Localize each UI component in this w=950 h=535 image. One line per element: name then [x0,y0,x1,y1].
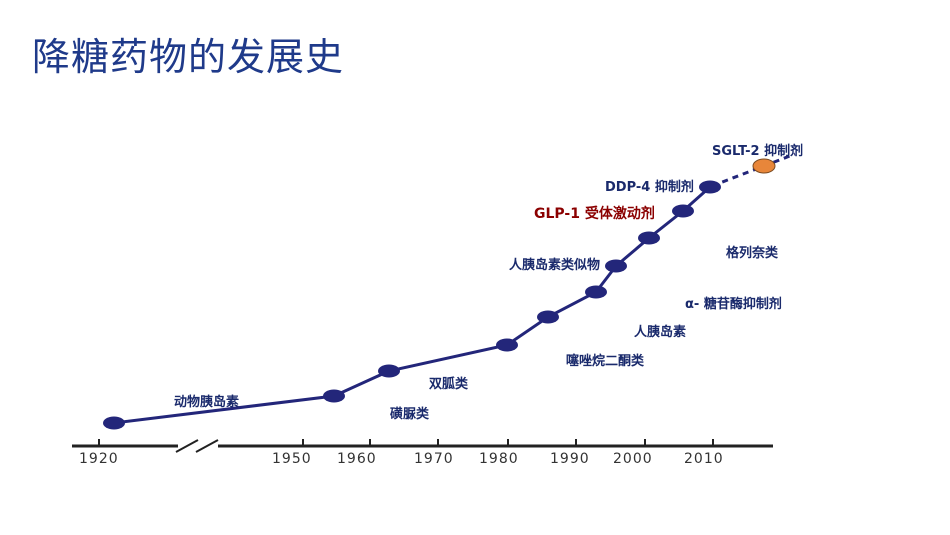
point-tzd [496,338,518,352]
label-glp1: GLP-1 受体激动剂 [534,205,655,222]
point-human-insulin [537,310,559,324]
axis-ticks [98,439,714,446]
label-insulin-analogs: 人胰岛素类似物 [509,257,600,273]
point-glp1 [672,204,694,218]
label-dpp4: DDP-4 抑制剂 [605,179,694,195]
tick-1920: 1920 [79,451,119,467]
axis-break-icon [175,438,219,454]
tick-1980: 1980 [479,451,519,467]
tick-2000: 2000 [613,451,653,467]
tick-1990: 1990 [550,451,590,467]
label-alpha-glucosidase: α- 糖苷酶抑制剂 [685,296,782,312]
label-sulfonylureas: 磺脲类 [390,406,430,422]
point-insulin-analogs [605,259,627,273]
tick-1950: 1950 [272,451,312,467]
label-tzd: 噻唑烷二酮类 [566,353,645,369]
label-sglt2: SGLT-2 抑制剂 [712,143,803,159]
label-human-insulin: 人胰岛素 [634,324,686,340]
page-title: 降糖药物的发展史 [32,35,345,79]
label-animal-insulin: 动物胰岛素 [174,394,239,410]
point-glinides [638,231,660,245]
milestone-points [103,180,721,430]
point-biguanides [378,364,400,378]
point-sulfonylureas [323,389,345,403]
point-sglt2 [752,158,776,174]
point-animal-insulin [103,416,125,430]
label-glinides: 格列奈类 [726,245,779,261]
timeline-path [113,185,711,425]
tick-2010: 2010 [684,451,724,467]
label-biguanides: 双胍类 [429,376,469,392]
tick-1970: 1970 [414,451,454,467]
tick-1960: 1960 [337,451,377,467]
point-dpp4 [699,180,721,194]
future-dashed-path [711,152,796,188]
point-alpha-glucosidase [585,285,607,299]
